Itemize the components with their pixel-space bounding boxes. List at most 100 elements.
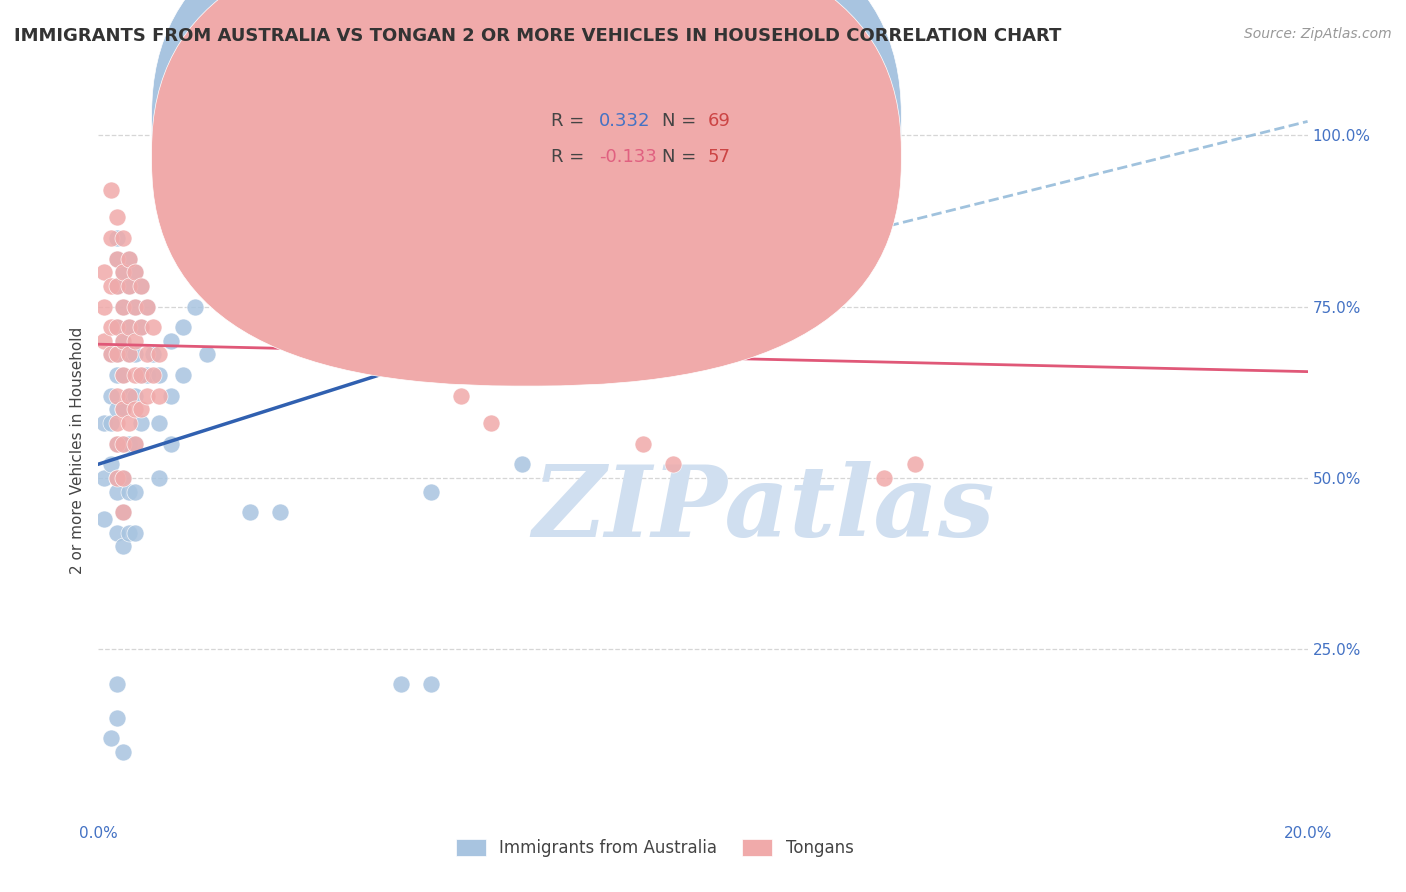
Point <box>124 389 146 403</box>
Point <box>105 471 128 485</box>
Point <box>118 252 141 266</box>
Point <box>118 416 141 430</box>
Point <box>124 368 146 382</box>
Point <box>93 300 115 314</box>
Point <box>100 347 122 361</box>
Point <box>142 347 165 361</box>
Point <box>105 231 128 245</box>
Legend: Immigrants from Australia, Tongans: Immigrants from Australia, Tongans <box>449 832 860 864</box>
Point <box>661 279 683 293</box>
Point <box>124 265 146 279</box>
Point <box>111 540 134 554</box>
Point <box>93 512 115 526</box>
Point <box>111 471 134 485</box>
Point <box>148 368 170 382</box>
Point <box>124 300 146 314</box>
Point <box>100 731 122 746</box>
Point <box>118 347 141 361</box>
FancyBboxPatch shape <box>485 91 763 191</box>
Text: ZIPatlas: ZIPatlas <box>533 461 994 558</box>
Point <box>111 265 134 279</box>
Point <box>105 211 128 225</box>
Point <box>184 300 207 314</box>
Point <box>105 402 128 417</box>
Point <box>100 279 122 293</box>
Point <box>118 389 141 403</box>
Point <box>111 436 134 450</box>
Point <box>100 347 122 361</box>
Point <box>129 320 152 334</box>
Point <box>904 457 927 471</box>
Text: R =: R = <box>551 147 589 166</box>
Point <box>135 300 157 314</box>
Point <box>100 183 122 197</box>
Text: 0.332: 0.332 <box>599 112 651 130</box>
Point <box>124 525 146 540</box>
Point <box>118 279 141 293</box>
Point <box>93 471 115 485</box>
Point <box>105 676 128 690</box>
Point <box>510 457 533 471</box>
Text: -0.133: -0.133 <box>599 147 657 166</box>
Point <box>420 676 443 690</box>
Text: N =: N = <box>662 147 702 166</box>
Point <box>129 368 152 382</box>
Point <box>631 436 654 450</box>
Point <box>160 389 183 403</box>
Point <box>124 436 146 450</box>
Point <box>135 368 157 382</box>
Point <box>105 347 128 361</box>
Point <box>420 484 443 499</box>
Point <box>111 265 134 279</box>
FancyBboxPatch shape <box>152 0 901 351</box>
Point <box>160 436 183 450</box>
Point <box>100 231 122 245</box>
Point <box>124 265 146 279</box>
Point <box>111 300 134 314</box>
Point <box>111 505 134 519</box>
Point <box>100 389 122 403</box>
Point <box>124 300 146 314</box>
Point <box>124 484 146 499</box>
Point <box>118 252 141 266</box>
Text: IMMIGRANTS FROM AUSTRALIA VS TONGAN 2 OR MORE VEHICLES IN HOUSEHOLD CORRELATION : IMMIGRANTS FROM AUSTRALIA VS TONGAN 2 OR… <box>14 27 1062 45</box>
Point <box>142 320 165 334</box>
Point <box>100 416 122 430</box>
Point <box>111 471 134 485</box>
Point <box>195 347 218 361</box>
Point <box>124 347 146 361</box>
Point <box>118 436 141 450</box>
Point <box>105 471 128 485</box>
Point <box>148 471 170 485</box>
Point <box>111 368 134 382</box>
Point <box>631 265 654 279</box>
Point <box>105 484 128 499</box>
Point <box>100 320 122 334</box>
Point <box>93 416 115 430</box>
Point <box>661 457 683 471</box>
Point <box>129 320 152 334</box>
Point <box>111 300 134 314</box>
Point <box>124 436 146 450</box>
Point <box>111 402 134 417</box>
Point <box>105 347 128 361</box>
Point <box>142 368 165 382</box>
Point <box>111 334 134 348</box>
Point <box>135 347 157 361</box>
Point <box>450 389 472 403</box>
Point <box>111 505 134 519</box>
Point <box>105 320 128 334</box>
Point <box>105 416 128 430</box>
Point <box>105 525 128 540</box>
Point <box>111 334 134 348</box>
Point <box>481 416 503 430</box>
Point <box>111 402 134 417</box>
Point <box>111 745 134 759</box>
Point <box>148 347 170 361</box>
Text: 69: 69 <box>707 112 731 130</box>
Point <box>124 334 146 348</box>
Point <box>118 347 141 361</box>
Text: R =: R = <box>551 112 589 130</box>
Point <box>105 320 128 334</box>
Text: 57: 57 <box>707 147 731 166</box>
